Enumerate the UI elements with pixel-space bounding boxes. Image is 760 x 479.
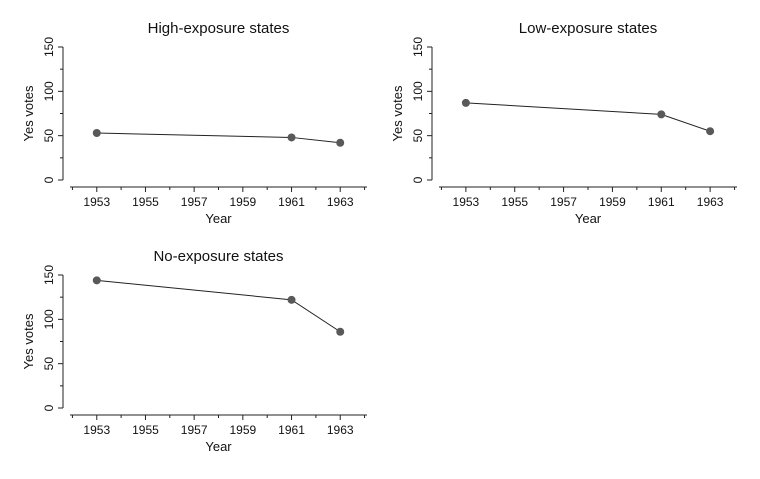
data-point [657,110,666,119]
data-point [287,133,296,142]
y-tick-label: 0 [42,404,56,411]
y-tick-label: 100 [411,81,425,101]
x-axis-label: Year [575,211,602,226]
y-tick-label: 150 [42,265,56,285]
x-tick-label: 1961 [278,195,305,209]
data-point [92,129,101,138]
x-tick-label: 1957 [181,195,208,209]
data-point [336,138,345,147]
data-point [287,295,296,304]
y-tick-label: 150 [42,37,56,57]
y-axis-label: Yes votes [390,85,405,141]
data-point [706,127,715,136]
x-tick-label: 1953 [83,423,110,437]
x-tick-label: 1961 [648,195,675,209]
chart-panel-3: No-exposure states 0 50 100 150 Yes votes 1953… [21,248,367,454]
x-tick-label: 1955 [501,195,528,209]
y-tick-label: 50 [42,129,56,143]
data-point [336,327,345,336]
x-tick-label: 1961 [278,423,305,437]
x-tick-label: 1963 [327,423,354,437]
x-tick-label: 1953 [453,195,480,209]
y-axis-label: Yes votes [21,313,36,369]
y-tick-label: 50 [42,357,56,371]
chart-panel-2: Low-exposure states 0 50 100 150 Yes votes 195… [390,20,737,226]
x-tick-label: 1955 [132,423,159,437]
series-line [96,279,341,333]
y-axis-label: Yes votes [21,85,36,141]
chart-title: Low-exposure states [519,20,657,37]
x-tick-label: 1963 [327,195,354,209]
y-tick-label: 150 [411,37,425,57]
data-point [92,276,101,285]
x-tick-label: 1953 [83,195,110,209]
x-tick-label: 1959 [599,195,626,209]
chart-title: No-exposure states [153,248,283,265]
data-point [461,98,470,107]
y-tick-label: 100 [42,81,56,101]
series-line [96,132,341,144]
y-tick-label: 100 [42,309,56,329]
x-axis-label: Year [205,211,232,226]
y-tick-label: 0 [411,176,425,183]
x-tick-label: 1955 [132,195,159,209]
chart-title: High-exposure states [148,20,290,37]
chart-panel-1: High-exposure states 0 50 100 150 Yes votes 19… [21,20,367,226]
x-tick-label: 1957 [181,423,208,437]
x-axis-label: Year [205,439,232,454]
y-tick-label: 0 [42,176,56,183]
x-tick-label: 1959 [229,423,256,437]
x-tick-label: 1963 [697,195,724,209]
y-tick-label: 50 [411,129,425,143]
x-tick-label: 1957 [550,195,577,209]
series-line [465,102,711,132]
x-tick-label: 1959 [229,195,256,209]
